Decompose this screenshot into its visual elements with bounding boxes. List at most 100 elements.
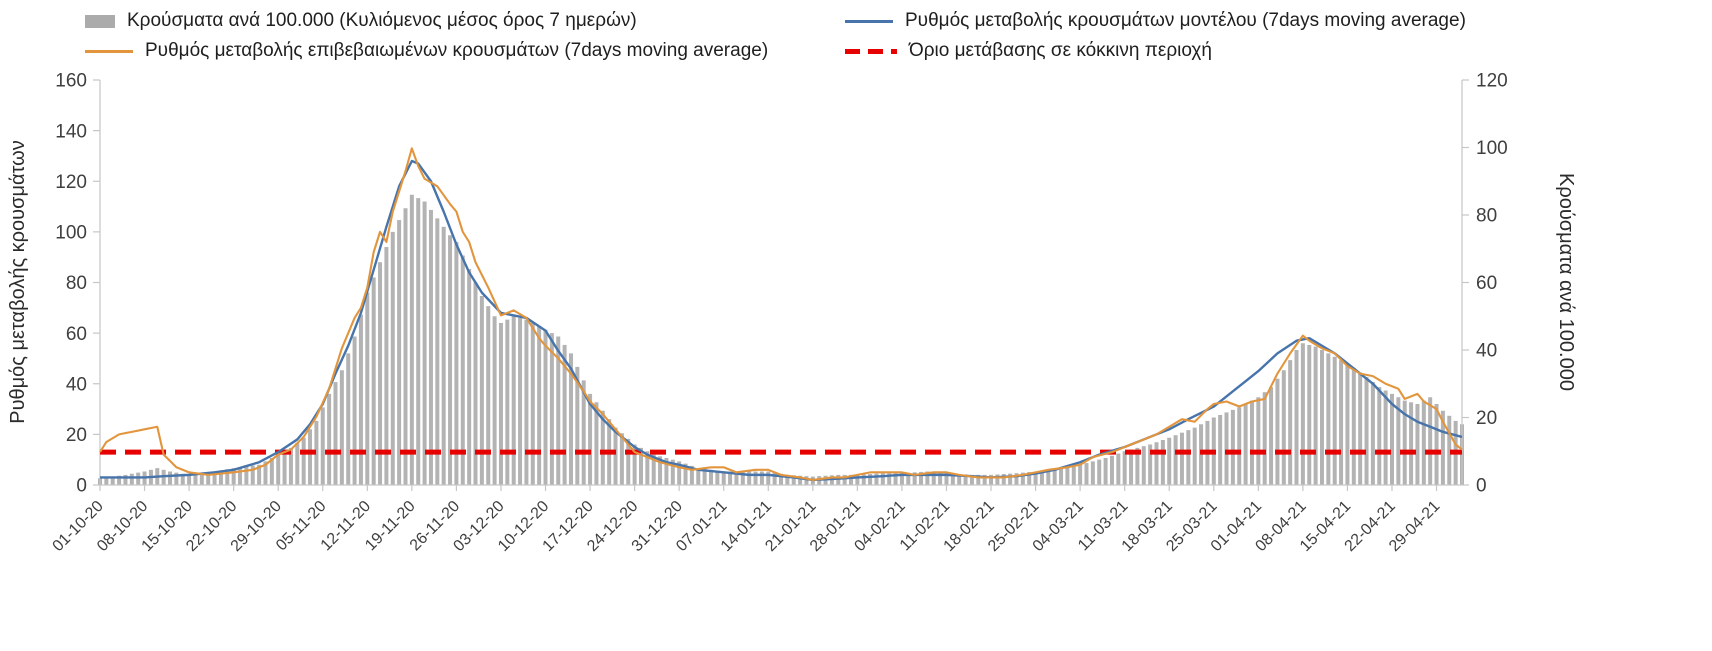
bar [575,366,580,485]
bar [422,201,427,485]
bar [906,472,911,485]
bar [257,464,262,485]
bar [1345,363,1350,485]
bar [1129,449,1134,485]
left-tick-label: 40 [66,374,87,395]
bar [282,451,287,485]
bar [1148,444,1153,485]
right-tick-label: 100 [1476,138,1508,159]
bar [1421,400,1426,485]
bar [1122,451,1127,485]
bar [696,468,701,485]
bar [562,344,567,485]
bar [887,473,892,485]
bar [1059,468,1064,485]
bar [206,472,211,485]
bar [1281,370,1286,485]
bar [1256,397,1261,485]
bar [333,382,338,485]
left-tick-label: 100 [55,223,87,244]
bar [1192,427,1197,485]
bar [428,209,433,485]
bar [1351,368,1356,485]
bar [435,218,440,485]
legend-item-confirmed-line: Ρυθμός μεταβολής επιβεβαιωμένων κρουσμάτ… [85,40,845,62]
bar [454,242,459,485]
right-tick-label: 40 [1476,341,1497,362]
bar [982,474,987,485]
bar [1065,467,1070,485]
bar [117,475,122,485]
bar [1339,360,1344,485]
bar [1033,471,1038,485]
bar-series-swatch [85,14,115,28]
bar [670,459,675,485]
bar [1014,473,1019,485]
bar [193,474,198,485]
left-tick-label: 160 [55,71,87,92]
bar [409,194,414,485]
chart-legend: Κρούσματα ανά 100.000 (Κυλιόμενος μέσος … [85,10,1712,62]
bar [1141,446,1146,485]
bar [518,317,523,485]
left-tick-label: 80 [66,273,87,294]
bar [397,220,402,485]
bar [530,323,535,485]
bar [1428,397,1433,485]
bar [276,454,281,485]
bar [301,437,306,485]
left-tick-label: 140 [55,121,87,142]
bar [339,370,344,485]
bar [874,473,879,485]
bar [868,474,873,485]
legend-item-model-line: Ρυθμός μεταβολής κρουσμάτων μοντέλου (7d… [845,10,1712,32]
bar [498,323,503,485]
bar [759,471,764,485]
bar [467,269,472,485]
legend-item-threshold: Όριο μετάβασης σε κόκκινη περιοχή [845,40,1712,62]
bar [734,471,739,485]
bar [568,353,573,485]
bar [588,393,593,485]
bar [327,393,332,485]
bar [1218,414,1223,485]
bar [1358,372,1363,485]
bar [1377,387,1382,485]
bar [1269,387,1274,485]
bar [1186,430,1191,485]
bar [549,333,554,485]
bar [1160,440,1165,485]
bar [1364,377,1369,485]
bar [899,473,904,485]
bar [390,231,395,485]
bar [645,451,650,485]
bar [1027,472,1032,485]
legend-label-cases-bars: Κρούσματα ανά 100.000 (Κυλιόμενος μέσος … [127,10,637,31]
bar [995,474,1000,485]
bar [212,471,217,485]
bar [1243,404,1248,485]
bar [747,471,752,485]
bar [136,472,141,485]
bar [346,353,351,485]
bar [123,474,128,485]
bar [664,458,669,485]
bar [129,473,134,485]
bar [944,473,949,485]
bar [1084,463,1089,485]
left-tick-label: 20 [66,425,87,446]
left-axis-title: Ρυθμός μεταβολής κρουσμάτων [7,140,29,424]
bar [199,473,204,485]
bar [938,472,943,485]
bar [1249,400,1254,485]
bar [295,442,300,485]
bar [931,472,936,485]
bar [1090,461,1095,485]
bar [753,471,758,485]
bar [1402,400,1407,485]
bar [244,466,249,485]
left-tick-label: 60 [66,324,87,345]
bar [1039,470,1044,485]
bar [1071,465,1076,485]
bar [963,474,968,485]
